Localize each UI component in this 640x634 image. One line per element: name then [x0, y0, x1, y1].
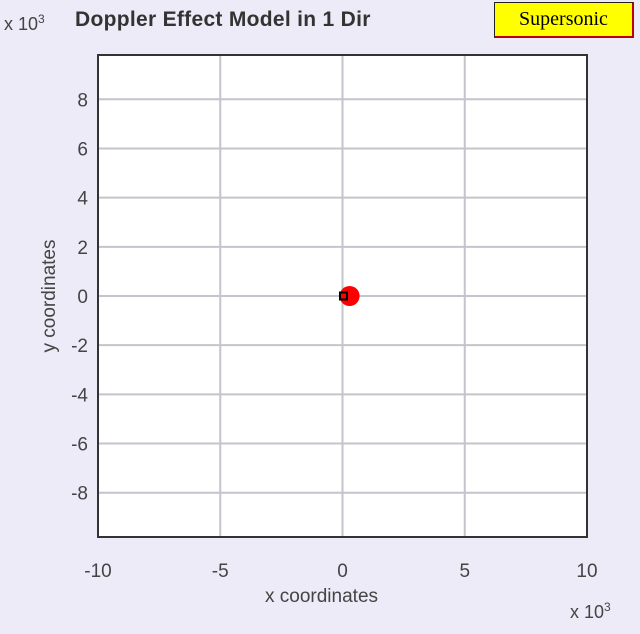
x-multiplier-base: x 10: [570, 602, 605, 622]
y-tick-label: 0: [77, 287, 88, 308]
y-tick-label: 4: [77, 189, 88, 210]
x-multiplier-exp: 3: [604, 600, 611, 614]
y-tick-label: 2: [77, 238, 88, 259]
x-tick-label: -5: [212, 561, 229, 582]
x-tick-label: 10: [576, 561, 597, 582]
y-axis-label: y coordinates: [39, 239, 60, 353]
y-tick-label: -4: [71, 385, 88, 406]
x-tick-label: -10: [84, 561, 111, 582]
y-tick-label: -8: [71, 484, 88, 505]
x-multiplier: x 103: [570, 600, 611, 623]
plot-border: [97, 54, 588, 538]
y-tick-label: -6: [71, 435, 88, 456]
supersonic-badge: Supersonic: [494, 2, 634, 38]
y-multiplier-exp: 3: [38, 12, 45, 26]
x-tick-label: 0: [337, 561, 348, 582]
y-multiplier: x 103: [4, 12, 45, 35]
y-multiplier-base: x 10: [4, 14, 39, 34]
x-tick-label: 5: [459, 561, 470, 582]
y-tick-label: 8: [77, 90, 88, 111]
source-point: [339, 286, 360, 306]
y-tick-label: -2: [71, 336, 88, 357]
chart-title: Doppler Effect Model in 1 Dir: [75, 8, 371, 31]
x-axis-label: x coordinates: [265, 586, 379, 607]
y-tick-label: 6: [77, 139, 88, 160]
observer-marker: [338, 291, 348, 301]
